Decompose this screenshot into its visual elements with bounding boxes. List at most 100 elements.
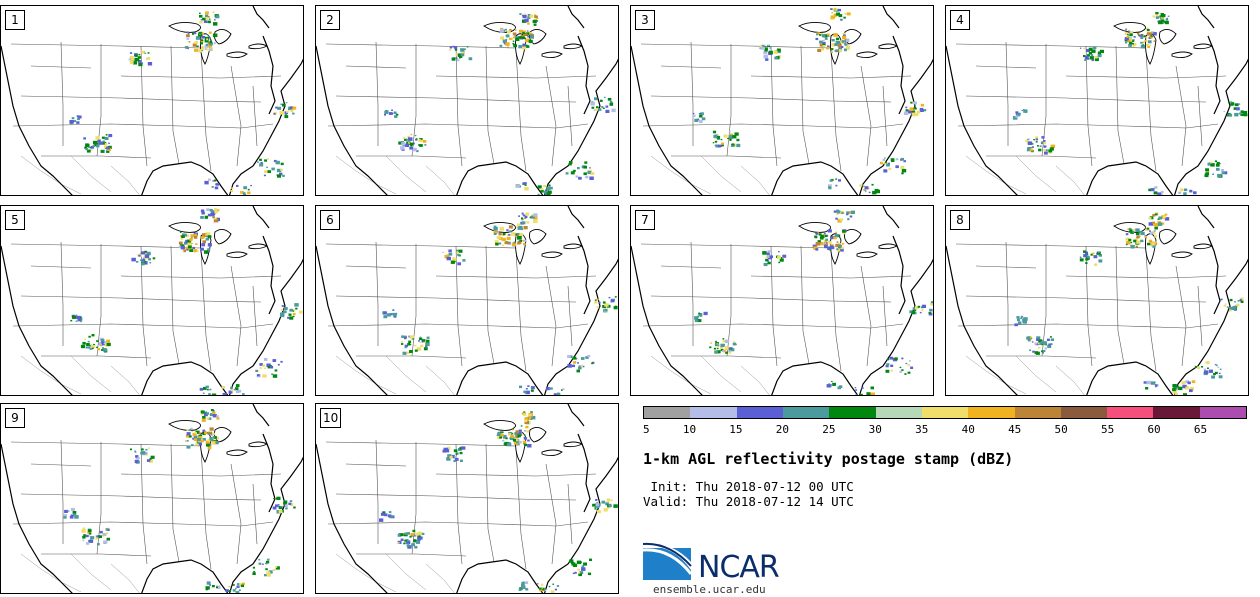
reflectivity-echo xyxy=(192,433,195,436)
reflectivity-echo xyxy=(1221,171,1225,175)
reflectivity-echo xyxy=(198,442,202,446)
reflectivity-echo xyxy=(1050,336,1052,338)
reflectivity-echo xyxy=(901,172,904,175)
reflectivity-echo xyxy=(459,459,463,462)
reflectivity-echo xyxy=(410,145,412,147)
reflectivity-echo xyxy=(534,14,537,16)
coastline xyxy=(316,45,388,195)
coastline xyxy=(228,456,303,593)
reflectivity-echo xyxy=(1147,45,1150,48)
reflectivity-echo xyxy=(734,132,739,136)
reflectivity-echo xyxy=(524,581,529,585)
great-lake xyxy=(515,33,527,65)
reflectivity-echo xyxy=(1166,17,1168,19)
reflectivity-echo xyxy=(414,349,418,352)
reflectivity-echo xyxy=(528,39,533,44)
reflectivity-echo xyxy=(275,566,280,570)
reflectivity-echo xyxy=(212,180,215,182)
reflectivity-echo xyxy=(452,58,456,61)
reflectivity-echo xyxy=(522,182,525,185)
reflectivity-echo xyxy=(523,30,527,33)
reflectivity-echo xyxy=(523,411,525,413)
state-border xyxy=(726,244,732,357)
reflectivity-echo xyxy=(204,44,209,48)
reflectivity-echo xyxy=(404,346,407,349)
reflectivity-echo xyxy=(815,248,819,251)
reflectivity-echo xyxy=(1021,109,1023,112)
reflectivity-echo xyxy=(1136,241,1140,244)
reflectivity-echo xyxy=(456,59,460,62)
reflectivity-echo xyxy=(202,432,206,436)
reflectivity-echo xyxy=(830,384,833,386)
reflectivity-echo xyxy=(128,58,131,61)
reflectivity-echo xyxy=(145,448,148,451)
reflectivity-echo xyxy=(899,366,902,369)
reflectivity-echo xyxy=(499,436,502,439)
reflectivity-echo xyxy=(850,210,855,214)
reflectivity-echo xyxy=(86,149,91,153)
reflectivity-echo xyxy=(523,243,526,246)
state-border xyxy=(335,295,577,303)
reflectivity-echo xyxy=(392,313,397,317)
reflectivity-echo xyxy=(1157,220,1162,224)
reflectivity-echo xyxy=(184,46,188,49)
reflectivity-echo xyxy=(85,542,90,545)
reflectivity-echo xyxy=(827,45,830,48)
state-border xyxy=(1085,245,1093,367)
reflectivity-echo xyxy=(720,138,723,141)
reflectivity-echo xyxy=(252,572,256,575)
state-border xyxy=(1115,245,1125,365)
reflectivity-echo xyxy=(760,46,764,50)
reflectivity-echo xyxy=(570,171,575,175)
reflectivity-echo xyxy=(1015,115,1019,118)
reflectivity-echo xyxy=(1043,149,1046,152)
reflectivity-echo xyxy=(830,245,835,250)
reflectivity-echo xyxy=(895,158,899,161)
reflectivity-echo xyxy=(1037,145,1039,147)
reflectivity-echo xyxy=(76,115,80,118)
reflectivity-echo xyxy=(216,209,220,212)
coastline xyxy=(946,245,1018,395)
reflectivity-echo xyxy=(727,137,729,140)
reflectivity-echo xyxy=(522,19,527,23)
reflectivity-echo xyxy=(713,347,717,350)
reflectivity-echo xyxy=(1079,258,1084,262)
state-border xyxy=(96,44,102,157)
reflectivity-echo xyxy=(450,260,455,264)
state-border xyxy=(800,245,810,365)
mexico-border xyxy=(110,365,140,395)
mexico-border xyxy=(335,553,397,593)
reflectivity-echo xyxy=(401,335,405,338)
reflectivity-echo xyxy=(1210,163,1215,167)
mexico-border xyxy=(70,155,112,193)
reflectivity-echo xyxy=(606,304,611,308)
state-border xyxy=(20,295,262,303)
reflectivity-echo xyxy=(831,12,833,14)
reflectivity-echo xyxy=(463,48,466,51)
reflectivity-echo xyxy=(1174,392,1178,395)
reflectivity-echo xyxy=(763,263,768,267)
colorbar-swatch xyxy=(782,407,830,418)
reflectivity-echo xyxy=(426,336,430,339)
reflectivity-echo xyxy=(518,36,522,39)
reflectivity-echo xyxy=(222,392,227,395)
mexico-border xyxy=(1015,155,1057,193)
reflectivity-echo xyxy=(1027,138,1030,141)
state-border xyxy=(1065,275,1227,279)
reflectivity-echo xyxy=(138,60,142,63)
reflectivity-echo xyxy=(87,346,91,349)
reflectivity-echo xyxy=(1033,139,1035,141)
reflectivity-echo xyxy=(522,239,525,242)
reflectivity-echo xyxy=(89,344,92,347)
reflectivity-echo xyxy=(1127,228,1130,231)
reflectivity-echo xyxy=(835,231,837,234)
reflectivity-echo xyxy=(1133,228,1137,232)
reflectivity-echo xyxy=(391,109,393,111)
state-border xyxy=(1065,75,1227,79)
reflectivity-echo xyxy=(501,431,504,433)
reflectivity-echo xyxy=(578,366,582,370)
reflectivity-echo xyxy=(134,57,140,62)
state-border xyxy=(140,443,148,565)
state-border xyxy=(671,155,782,159)
reflectivity-echo xyxy=(520,425,523,427)
